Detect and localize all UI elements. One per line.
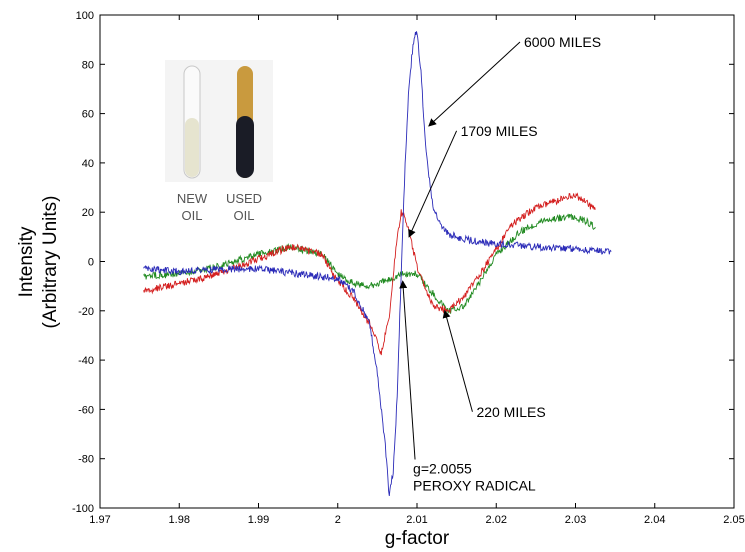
series-line-220-miles (143, 213, 596, 315)
used-oil-label-1: USED (226, 191, 262, 206)
x-axis-title: g-factor (385, 528, 450, 549)
y-tick-label: 60 (82, 109, 94, 121)
new-oil-liquid (185, 118, 199, 177)
used-oil-liquid (236, 116, 254, 178)
y-tick-label: 80 (82, 59, 94, 71)
y-tick-label: 100 (76, 10, 94, 22)
annotation-label: 220 MILES (476, 404, 545, 420)
new-oil-label-1: NEW (177, 191, 208, 206)
y-axis-ticks: 100 80 60 40 20 0 -20 -40 -60 -80 -100 (72, 10, 734, 515)
x-tick-label: 2.01 (406, 514, 427, 526)
annotation-arrow (442, 309, 473, 412)
y-axis-title-line1: Intensity (16, 226, 37, 297)
x-tick-label: 2.03 (565, 514, 586, 526)
x-tick-label: 1.99 (248, 514, 269, 526)
oil-sample-photo: NEW OIL USED OIL (165, 60, 273, 223)
y-tick-label: -80 (78, 454, 94, 466)
annotation-label: 6000 MILES (524, 34, 601, 50)
y-tick-label: 20 (82, 207, 94, 219)
x-axis-ticks: 1.97 1.98 1.99 2 2.01 2.02 2.03 2.04 2.05 (89, 15, 745, 526)
y-tick-label: -20 (78, 306, 94, 318)
annotation-arrow (408, 130, 458, 238)
x-tick-label: 1.98 (169, 514, 190, 526)
annotation-label: 1709 MILES (461, 123, 538, 139)
y-tick-label: 0 (88, 257, 94, 269)
annotation-label-line2: PEROXY RADICAL (413, 477, 536, 493)
x-tick-label: 2.02 (486, 514, 507, 526)
used-oil-label-2: OIL (234, 208, 255, 223)
series-line-6000-miles (143, 31, 612, 496)
x-tick-label: 2.05 (723, 514, 744, 526)
annotations: 6000 MILES 1709 MILES 220 MILES g=2.0055PER… (399, 34, 601, 493)
series-layer (143, 31, 612, 496)
x-tick-label: 1.97 (89, 514, 110, 526)
y-tick-label: -100 (72, 503, 94, 515)
annotation-arrow (399, 280, 416, 460)
new-oil-label-2: OIL (182, 208, 203, 223)
y-axis-title-line2: (Arbitrary Units) (40, 195, 61, 328)
y-tick-label: -60 (78, 404, 94, 416)
annotation-label: g=2.0055 (413, 460, 472, 476)
annotation-arrow (428, 41, 521, 127)
y-tick-label: 40 (82, 158, 94, 170)
x-tick-label: 2 (335, 514, 341, 526)
x-tick-label: 2.04 (644, 514, 665, 526)
y-tick-label: -40 (78, 355, 94, 367)
